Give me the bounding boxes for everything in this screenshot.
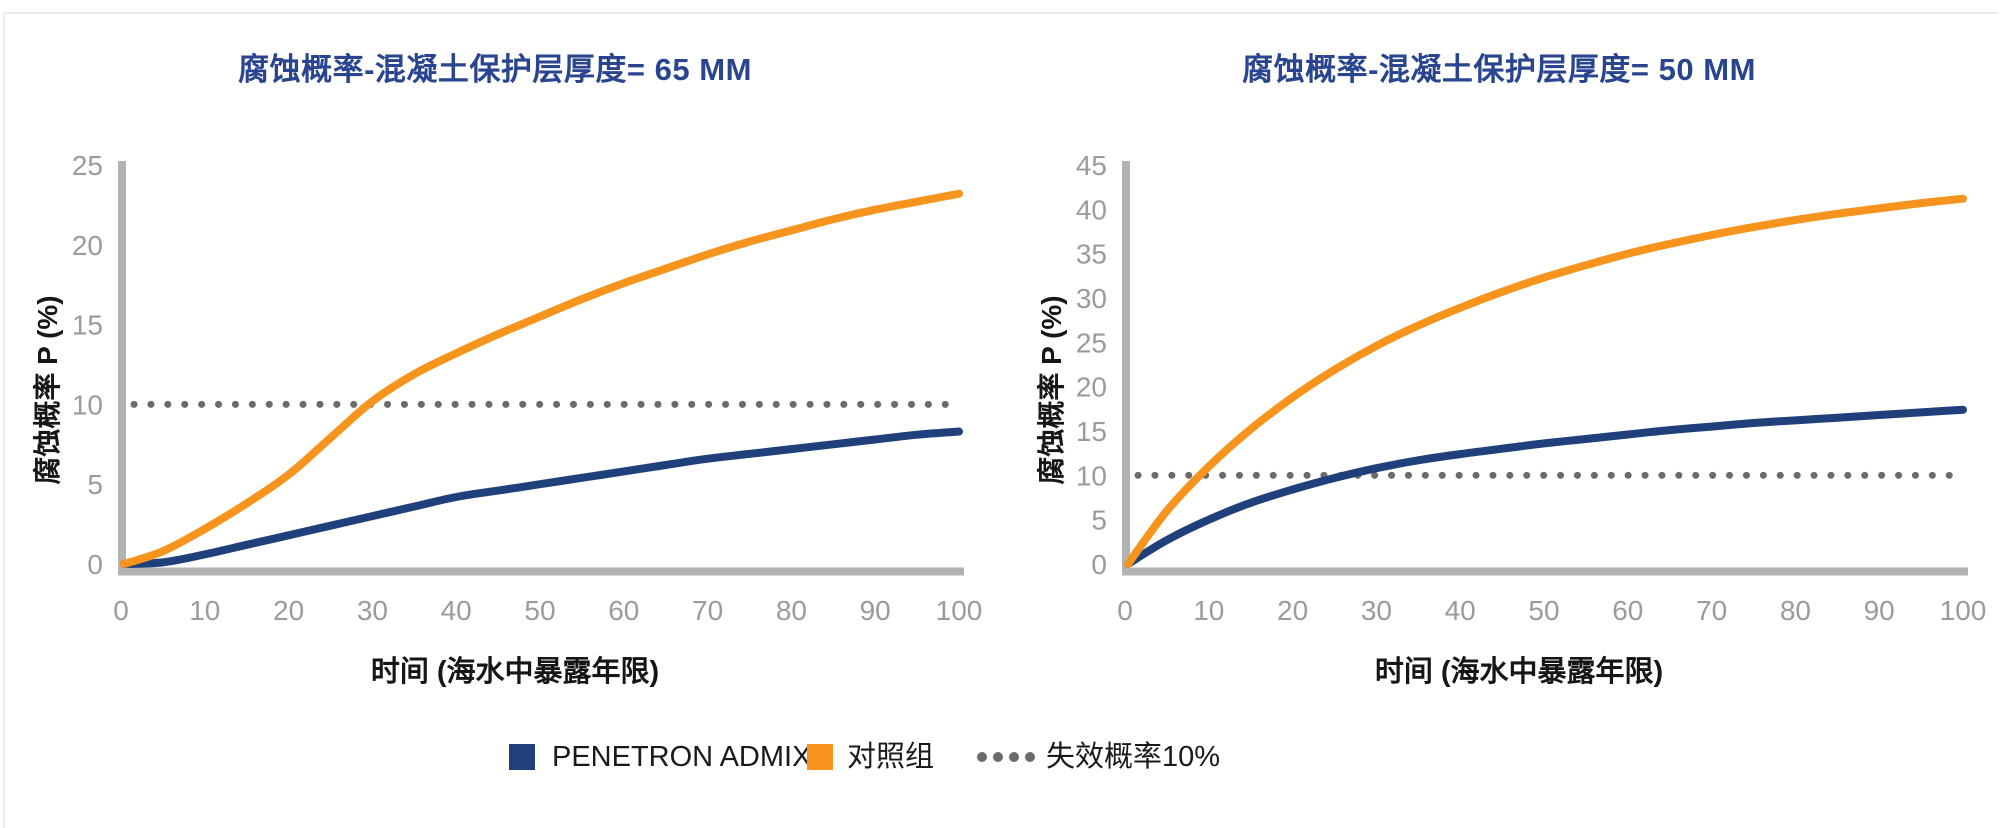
y-tick-label: 0	[87, 549, 103, 580]
y-tick-label: 0	[1091, 549, 1107, 580]
y-tick-label: 5	[1091, 505, 1107, 536]
x-tick-label: 50	[524, 595, 555, 626]
y-tick-label: 15	[1076, 416, 1107, 447]
x-tick-label: 70	[1696, 595, 1727, 626]
x-axis-label-right: 时间 (海水中暴露年限)	[1374, 656, 1664, 688]
y-tick-label: 25	[1076, 327, 1107, 358]
x-tick-label: 50	[1528, 595, 1559, 626]
y-tick-label: 35	[1076, 239, 1107, 270]
x-tick-label: 100	[936, 595, 983, 626]
y-axis-label-right: 腐蚀概率 P (%)	[1036, 295, 1067, 485]
y-tick-label: 20	[1076, 372, 1107, 403]
y-tick-label: 10	[72, 389, 103, 420]
x-tick-label: 20	[1277, 595, 1308, 626]
series-curve-penetron	[1124, 405, 1967, 568]
x-tick-label: 90	[860, 595, 891, 626]
x-tick-label: 100	[1940, 595, 1987, 626]
chart-title-65mm: 腐蚀概率-混凝土保护层厚度= 65 MM	[238, 52, 752, 87]
y-tick-label: 5	[87, 469, 103, 500]
y-tick-label: 15	[72, 310, 103, 341]
x-tick-label: 80	[776, 595, 807, 626]
y-tick-label: 25	[72, 150, 103, 181]
x-tick-label: 40	[441, 595, 472, 626]
x-tick-label: 90	[1864, 595, 1895, 626]
x-tick-label: 0	[1117, 595, 1133, 626]
legend-item-penetron-admix: PENETRON ADMIX	[509, 741, 812, 773]
series-curve-control	[120, 189, 963, 568]
legend-item-failure-threshold: 失效概率10%	[977, 741, 1221, 773]
left-border-line	[3, 12, 5, 828]
legend-label-penetron-admix: PENETRON ADMIX	[552, 741, 812, 773]
x-tick-label: 10	[189, 595, 220, 626]
y-axis-label-left: 腐蚀概率 P (%)	[32, 295, 63, 485]
y-tick-label: 40	[1076, 194, 1107, 225]
dotted-line-swatch	[977, 752, 1035, 762]
x-tick-label: 70	[692, 595, 723, 626]
x-tick-label: 60	[608, 595, 639, 626]
series-curve-penetron	[120, 427, 963, 568]
x-tick-label: 30	[1361, 595, 1392, 626]
x-tick-label: 60	[1612, 595, 1643, 626]
y-tick-label: 20	[72, 230, 103, 261]
legend: PENETRON ADMIX 对照组 失效概率10%	[0, 743, 2000, 773]
legend-label-control-group: 对照组	[847, 741, 935, 773]
legend-item-control-group: 对照组	[807, 741, 935, 773]
y-tick-label: 30	[1076, 283, 1107, 314]
top-border-line	[3, 12, 1998, 14]
x-tick-label: 10	[1193, 595, 1224, 626]
series-curve-control	[1124, 194, 1967, 568]
x-tick-label: 40	[1445, 595, 1476, 626]
legend-label-failure-threshold: 失效概率10%	[1046, 741, 1221, 773]
x-tick-label: 80	[1780, 595, 1811, 626]
x-tick-label: 0	[113, 595, 129, 626]
y-tick-label: 45	[1076, 150, 1107, 181]
penetron-admix-swatch	[509, 744, 535, 770]
x-tick-label: 20	[273, 595, 304, 626]
chart-title-50mm: 腐蚀概率-混凝土保护层厚度= 50 MM	[1242, 52, 1756, 87]
x-tick-label: 30	[357, 595, 388, 626]
control-group-swatch	[807, 744, 833, 770]
y-tick-label: 10	[1076, 460, 1107, 491]
x-axis-label-left: 时间 (海水中暴露年限)	[370, 656, 660, 688]
